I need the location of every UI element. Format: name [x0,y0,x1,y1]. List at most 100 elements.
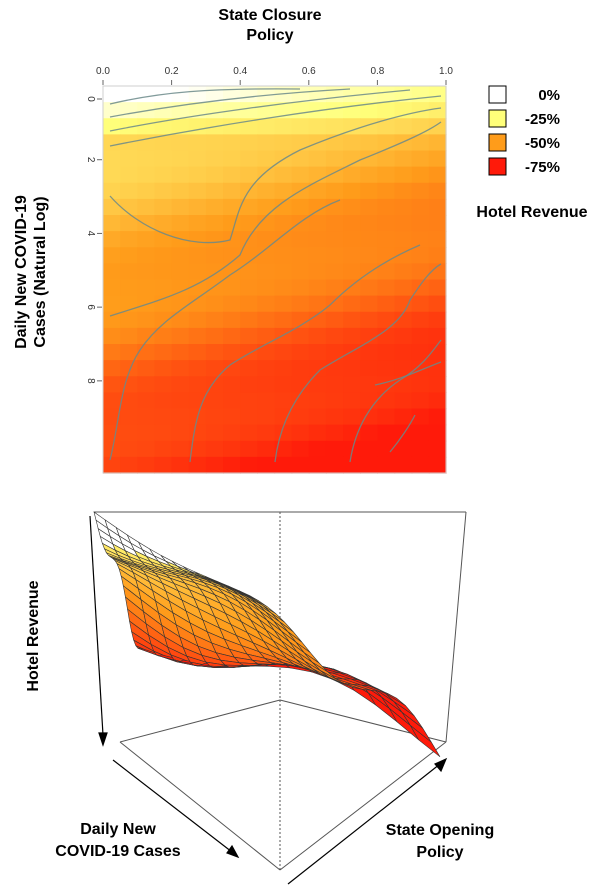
heatmap-cell [360,247,378,264]
heatmap-cell [240,424,258,442]
heatmap-cell [103,327,121,345]
heatmap-cell [411,327,430,345]
heatmap-title-line-1: State Closure [218,7,321,24]
heatmap-cell [394,182,413,200]
heatmap-cell [223,231,241,248]
heatmap-cell [360,231,378,248]
heatmap-cell [343,279,361,297]
heatmap-cell [360,118,378,135]
heatmap-cell [428,392,447,410]
heatmap-cell [257,134,276,152]
heatmap-cell [291,440,310,458]
heatmap-cell [103,134,121,152]
heatmap-cell [188,118,207,135]
heatmap-cell [377,86,396,103]
heatmap-cell [411,102,430,119]
heatmap-cell [188,182,207,200]
legend-swatch [488,133,507,152]
heatmap-cell [223,327,241,345]
heatmap-cell [377,118,396,135]
heatmap-cell [154,424,173,442]
heatmap-cell [137,456,156,474]
heatmap-contour [109,89,411,132]
heatmap-cell [205,215,224,232]
heatmap-cell [103,263,121,281]
heatmap-cell [103,118,121,135]
heatmap-contours [109,88,442,463]
heatmap-cell [325,456,344,474]
heatmap-cell [240,215,258,232]
heatmap-cell [377,215,396,232]
heatmap-cell [205,376,224,393]
heatmap-cell [240,118,258,135]
heatmap-cell [120,118,138,135]
heatmap-cell [394,215,413,232]
heatmap-contour [349,339,442,463]
heatmap-cell [257,166,276,184]
heatmap-cell [240,376,258,393]
heatmap-cell [240,456,258,474]
heatmap-cell [103,424,121,442]
heatmap-cell [137,344,156,361]
heatmap-cell [428,134,447,152]
heatmap-cell [308,440,327,458]
heatmap-cell [120,263,138,281]
heatmap-cell [223,311,241,329]
heatmap-cell [394,279,413,297]
heatmap-cell [257,150,276,168]
heatmap-cell [154,440,173,458]
heatmap-cell [343,263,361,281]
heatmap-cell [171,166,190,184]
heatmap-cell [274,376,293,393]
heatmap-cell [205,102,224,119]
heatmap-cell [291,166,310,184]
heatmap-cell [120,440,138,458]
x-axis-arrow-line [112,759,233,853]
heatmap-cell [223,376,241,393]
heatmap-cell [343,392,361,410]
heatmap-cell [343,456,361,474]
heatmap-cell [257,295,276,313]
heatmap-legend-title: Hotel Revenue [476,204,587,221]
heatmap-cell [257,344,276,361]
heatmap-cell [223,166,241,184]
heatmap-cell [137,263,156,281]
heatmap-cell [428,295,447,313]
heatmap-cell [205,134,224,152]
heatmap-cell [154,392,173,410]
heatmap-cell [360,424,378,442]
heatmap-cell [428,182,447,200]
heatmap-cell [360,198,378,216]
heatmap-cell [257,360,276,377]
heatmap-cell [154,263,173,281]
heatmap-cell [137,215,156,232]
box-edge-right [445,511,467,743]
heatmap-cell [343,311,361,329]
box-edge-front-left [119,741,281,871]
heatmap-cell [205,360,224,377]
surface-xlabel-line-2: COVID-19 Cases [55,843,180,860]
heatmap-cell [343,408,361,426]
heatmap-cell [343,327,361,345]
heatmap-cell [154,408,173,426]
surface-zlabel: Hotel Revenue [25,580,42,691]
heatmap-cell [120,456,138,474]
heatmap-cell [274,311,293,329]
heatmap-cell [377,279,396,297]
heatmap-cell [428,408,447,426]
heatmap-cell [154,182,173,200]
heatmap-cell [188,279,207,297]
heatmap-cell [154,360,173,377]
heatmap-cell [120,215,138,232]
heatmap-cell [223,408,241,426]
heatmap-cell [223,344,241,361]
heatmap-cell [223,247,241,264]
heatmap-cell [257,182,276,200]
heatmap-cell [411,134,430,152]
heatmap-cell [394,311,413,329]
heatmap-cell [394,344,413,361]
heatmap-cell [188,376,207,393]
heatmap-cell [120,311,138,329]
heatmap-cell [325,424,344,442]
heatmap-cell [137,424,156,442]
